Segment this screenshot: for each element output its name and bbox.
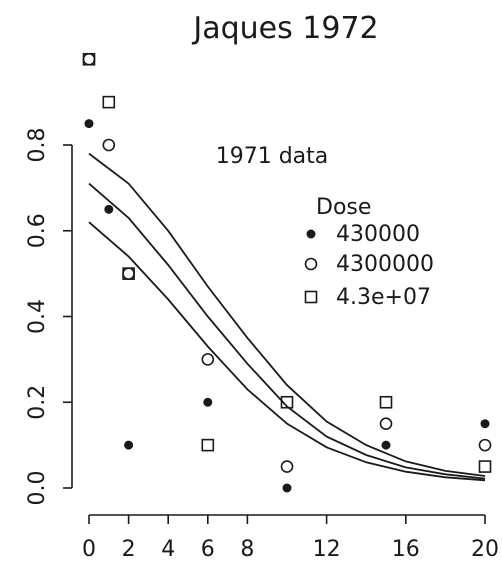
data-point: [102, 138, 116, 152]
data-point: [102, 95, 116, 109]
chart-annotation: 1971 data: [216, 144, 329, 169]
data-point: [104, 204, 114, 214]
x-tick-label: 12: [313, 537, 341, 562]
data-point: [280, 395, 294, 409]
data-point: [478, 460, 492, 473]
x-tick-label: 0: [82, 537, 96, 562]
data-point: [280, 460, 294, 473]
y-tick-label: 0.6: [25, 213, 50, 248]
data-point: [478, 438, 492, 452]
legend-marker: [306, 229, 316, 239]
x-tick-label: 20: [471, 537, 499, 562]
data-point: [82, 52, 96, 66]
data-point: [379, 417, 393, 430]
legend-label: 430000: [336, 222, 420, 247]
fitted-curve: [88, 182, 486, 480]
y-tick-label: 0.8: [25, 128, 50, 163]
x-tick-label: 6: [201, 537, 215, 562]
legend-label: 4.3e+07: [336, 285, 431, 310]
data-point: [122, 267, 135, 280]
y-tick-label: 0.4: [25, 299, 50, 334]
chart-title: Jaques 1972: [191, 11, 378, 46]
data-points: [82, 52, 492, 493]
data-point: [201, 353, 215, 366]
y-tick-label: 0.2: [25, 385, 50, 420]
x-tick-label: 16: [392, 537, 420, 562]
legend-label: 4300000: [336, 252, 434, 277]
x-tick-label: 4: [161, 537, 175, 562]
data-point: [201, 438, 215, 452]
legend-marker: [304, 257, 318, 271]
data-point: [381, 440, 391, 450]
x-tick-label: 2: [122, 537, 136, 562]
data-point: [82, 52, 96, 66]
legend: Dose 430000 4300000 4.3e+07: [304, 195, 434, 310]
fitted-curves: [88, 152, 486, 482]
data-point: [282, 483, 292, 493]
fitted-curve: [88, 221, 486, 482]
axes: 0.0 0.2 0.4 0.6 0.8 0 2 4 6 8 12 16 20: [25, 128, 499, 563]
data-point: [203, 397, 213, 407]
y-tick-label: 0.0: [25, 471, 50, 506]
fitted-curve: [88, 152, 486, 477]
data-point: [84, 119, 94, 129]
data-point: [379, 395, 393, 409]
data-point: [124, 440, 134, 450]
legend-marker: [304, 290, 318, 304]
data-point: [480, 419, 490, 429]
x-tick-label: 8: [240, 537, 254, 562]
legend-title: Dose: [316, 195, 371, 220]
data-point: [122, 267, 135, 280]
